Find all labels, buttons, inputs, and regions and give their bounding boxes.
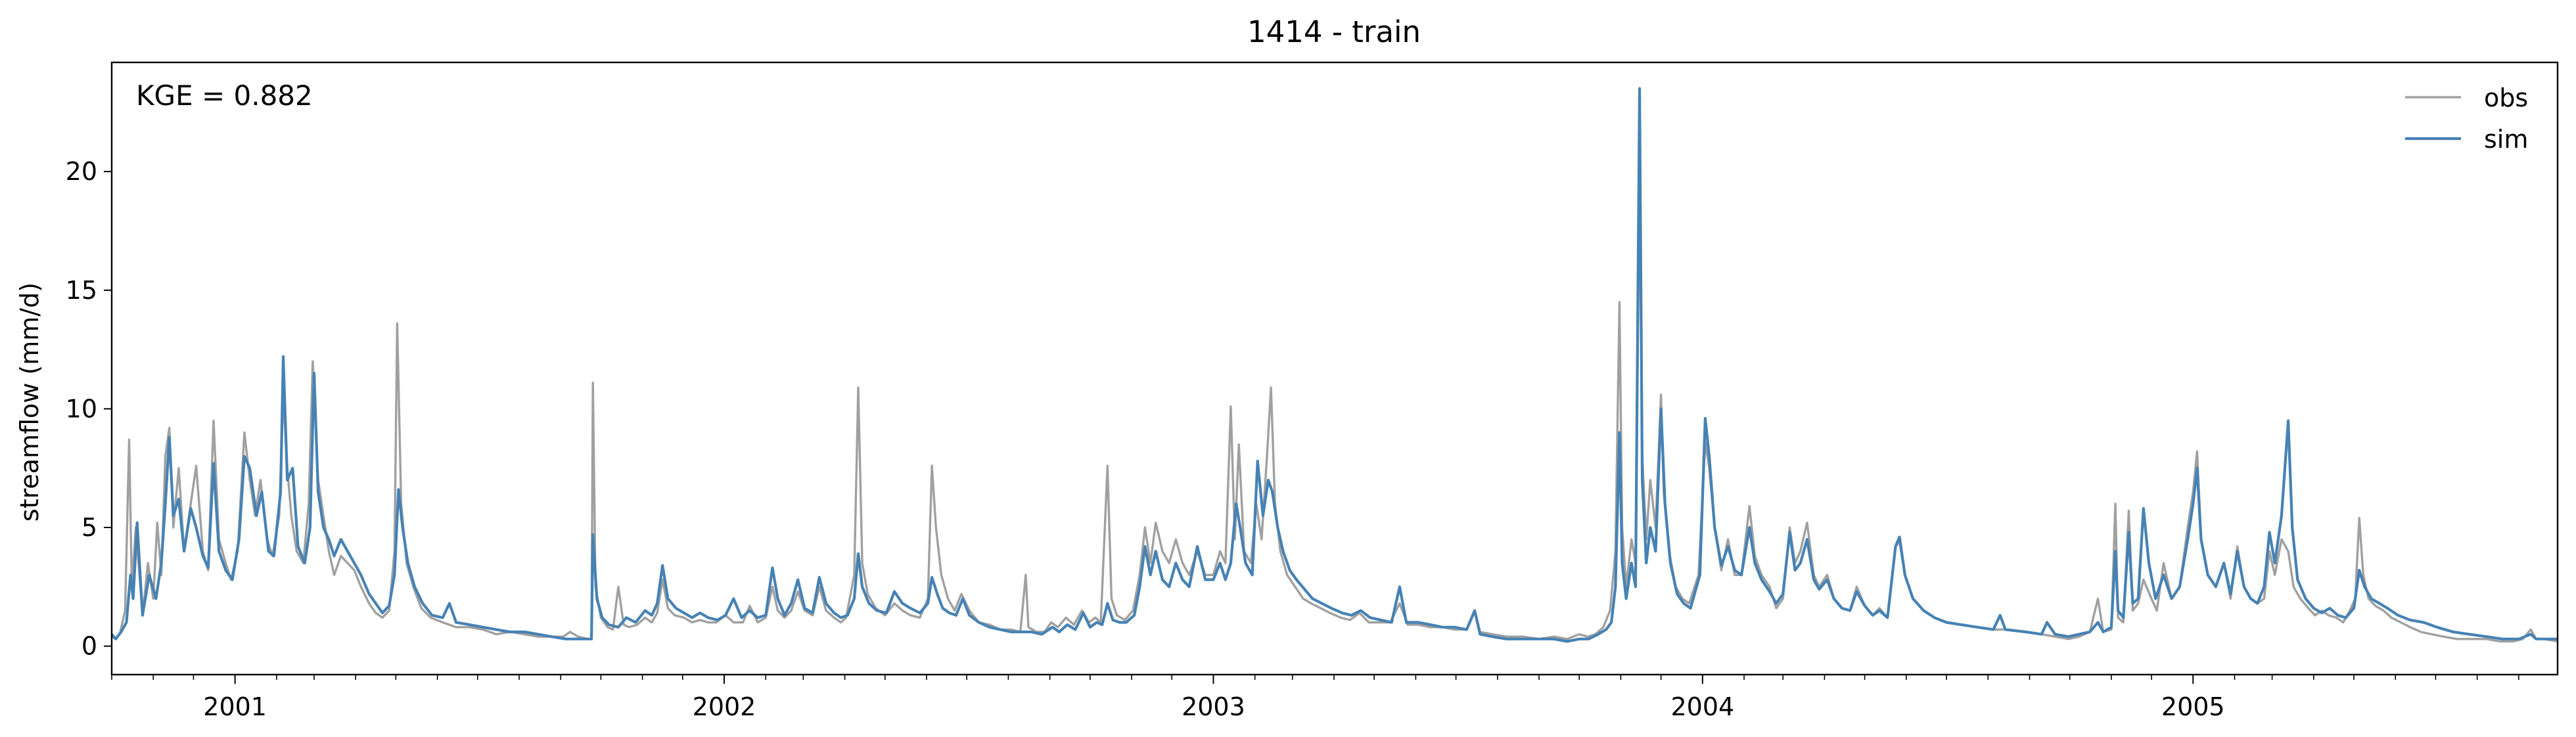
legend-sim-label: sim [2484,125,2528,154]
kge-annotation: KGE = 0.882 [136,79,313,112]
y-axis-label: streamflow (mm/d) [15,282,44,522]
obs-series-line [111,170,2558,643]
chart-title: 1414 - train [1247,14,1421,49]
plot-frame [110,61,2559,676]
plot-area [110,87,2558,643]
y-tick-label: 20 [66,157,97,186]
x-tick-label: 2004 [1670,692,1734,721]
legend-obs-label: obs [2484,83,2528,112]
legend: obs sim [2405,83,2528,154]
y-tick-label: 10 [66,394,97,423]
y-tick-label: 15 [66,276,97,305]
x-tick-label: 2001 [203,692,267,721]
sim-series-line [110,87,2558,643]
x-tick-label: 2003 [1182,692,1245,721]
y-tick-label: 5 [81,513,97,542]
y-tick-label: 0 [81,632,97,661]
y-axis-ticks: 0 5 10 15 20 [66,157,112,661]
x-axis-ticks: 2001 2002 2003 2004 2005 [111,675,2519,721]
x-tick-label: 2002 [693,692,756,721]
x-tick-label: 2005 [2161,692,2225,721]
